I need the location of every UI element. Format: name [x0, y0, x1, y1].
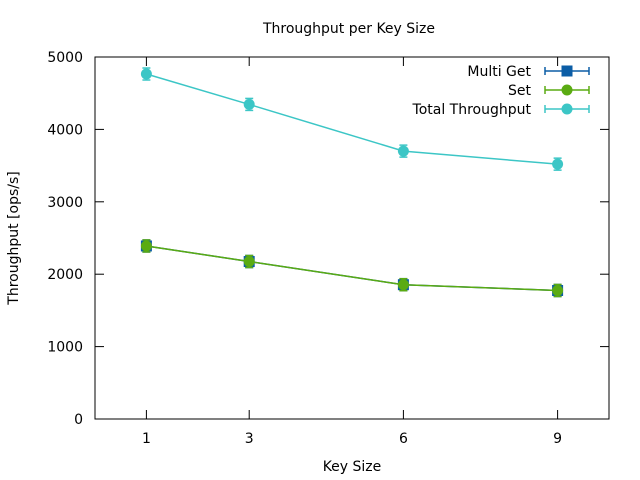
- x-tick-label: 1: [142, 431, 151, 447]
- data-point: [140, 68, 152, 80]
- data-point: [140, 240, 152, 252]
- legend-label: Total Throughput: [412, 102, 532, 118]
- plot-frame: [94, 56, 610, 420]
- data-point: [552, 284, 564, 296]
- data-point: [552, 158, 564, 170]
- legend-label: Set: [508, 83, 532, 99]
- series-2: [140, 67, 564, 171]
- legend: Multi Get Set Total Throughput: [412, 64, 590, 118]
- data-point: [243, 98, 255, 110]
- y-tick-label: 1000: [47, 340, 83, 356]
- data-point: [243, 256, 255, 268]
- y-tick-label: 5000: [47, 50, 83, 66]
- data-point: [397, 279, 409, 291]
- x-tick-label: 9: [553, 431, 562, 447]
- legend-item: Multi Get: [467, 64, 590, 80]
- legend-marker: [561, 84, 573, 96]
- legend-item: Total Throughput: [412, 102, 590, 118]
- series-1: [140, 239, 564, 298]
- legend-item: Set: [508, 83, 590, 99]
- y-axis-label: Throughput [ops/s]: [6, 171, 22, 305]
- chart-title: Throughput per Key Size: [262, 21, 435, 37]
- y-tick-label: 3000: [47, 195, 83, 211]
- legend-label: Multi Get: [467, 64, 531, 80]
- y-tick-label: 4000: [47, 122, 83, 138]
- y-axis: 0 1000 2000 3000 4000 5000: [47, 50, 609, 428]
- x-tick-label: 6: [399, 431, 408, 447]
- x-tick-label: 3: [245, 431, 254, 447]
- legend-marker: [561, 103, 573, 115]
- series-line: [146, 245, 558, 292]
- x-axis: 1 3 6 9: [142, 57, 562, 447]
- data-point: [397, 145, 409, 157]
- series-line: [146, 73, 558, 165]
- y-tick-label: 0: [74, 412, 83, 428]
- y-tick-label: 2000: [47, 267, 83, 283]
- series-line: [146, 245, 558, 292]
- series-layer: [140, 67, 564, 298]
- legend-marker: [561, 65, 573, 77]
- x-axis-label: Key Size: [323, 459, 382, 475]
